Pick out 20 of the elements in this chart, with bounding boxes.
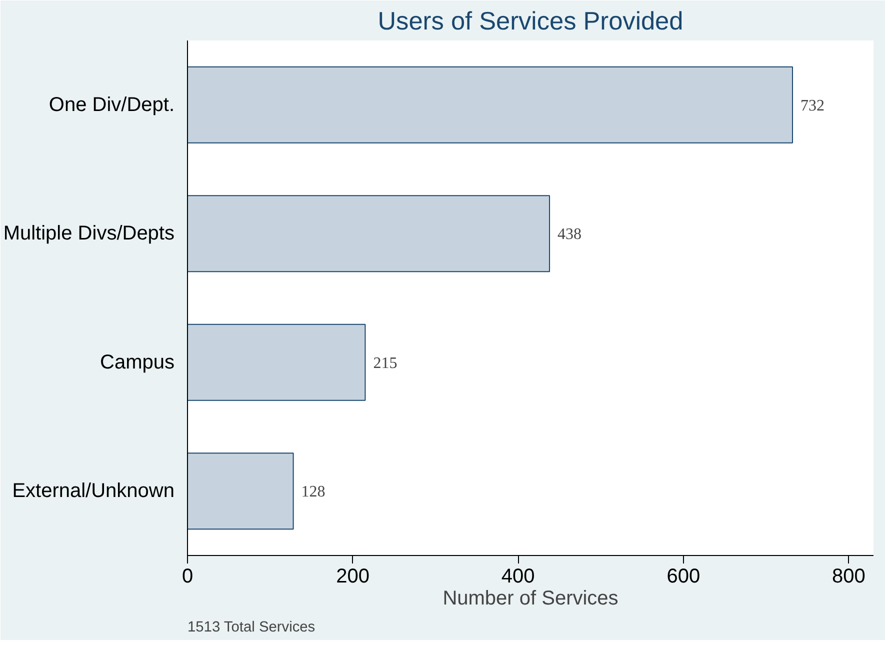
data-label: 128 <box>301 484 326 501</box>
bar <box>188 66 793 144</box>
x-tick-label: 400 <box>501 566 535 588</box>
bar <box>188 195 550 272</box>
text: 1513 Total Services <box>188 620 316 636</box>
data-label: 732 <box>800 97 824 114</box>
y-tick-label: Campus <box>100 351 175 374</box>
bar <box>188 324 366 401</box>
x-tick-label: 600 <box>666 566 700 588</box>
x-axis-title: Number of Services <box>442 588 618 610</box>
y-tick-label: External/Unknown <box>12 480 175 502</box>
x-tick-label: 800 <box>832 566 866 588</box>
bar <box>188 452 294 530</box>
chart-title: Users of Services Provided <box>378 8 684 36</box>
data-label: 438 <box>558 226 582 244</box>
y-tick-label: Multiple Divs/Depts <box>3 222 175 245</box>
x-tick-label: 200 <box>336 566 370 588</box>
data-label: 215 <box>373 354 398 372</box>
x-tick-label: 0 <box>182 566 194 588</box>
y-tick-label: One Div/Dept. <box>48 94 175 116</box>
